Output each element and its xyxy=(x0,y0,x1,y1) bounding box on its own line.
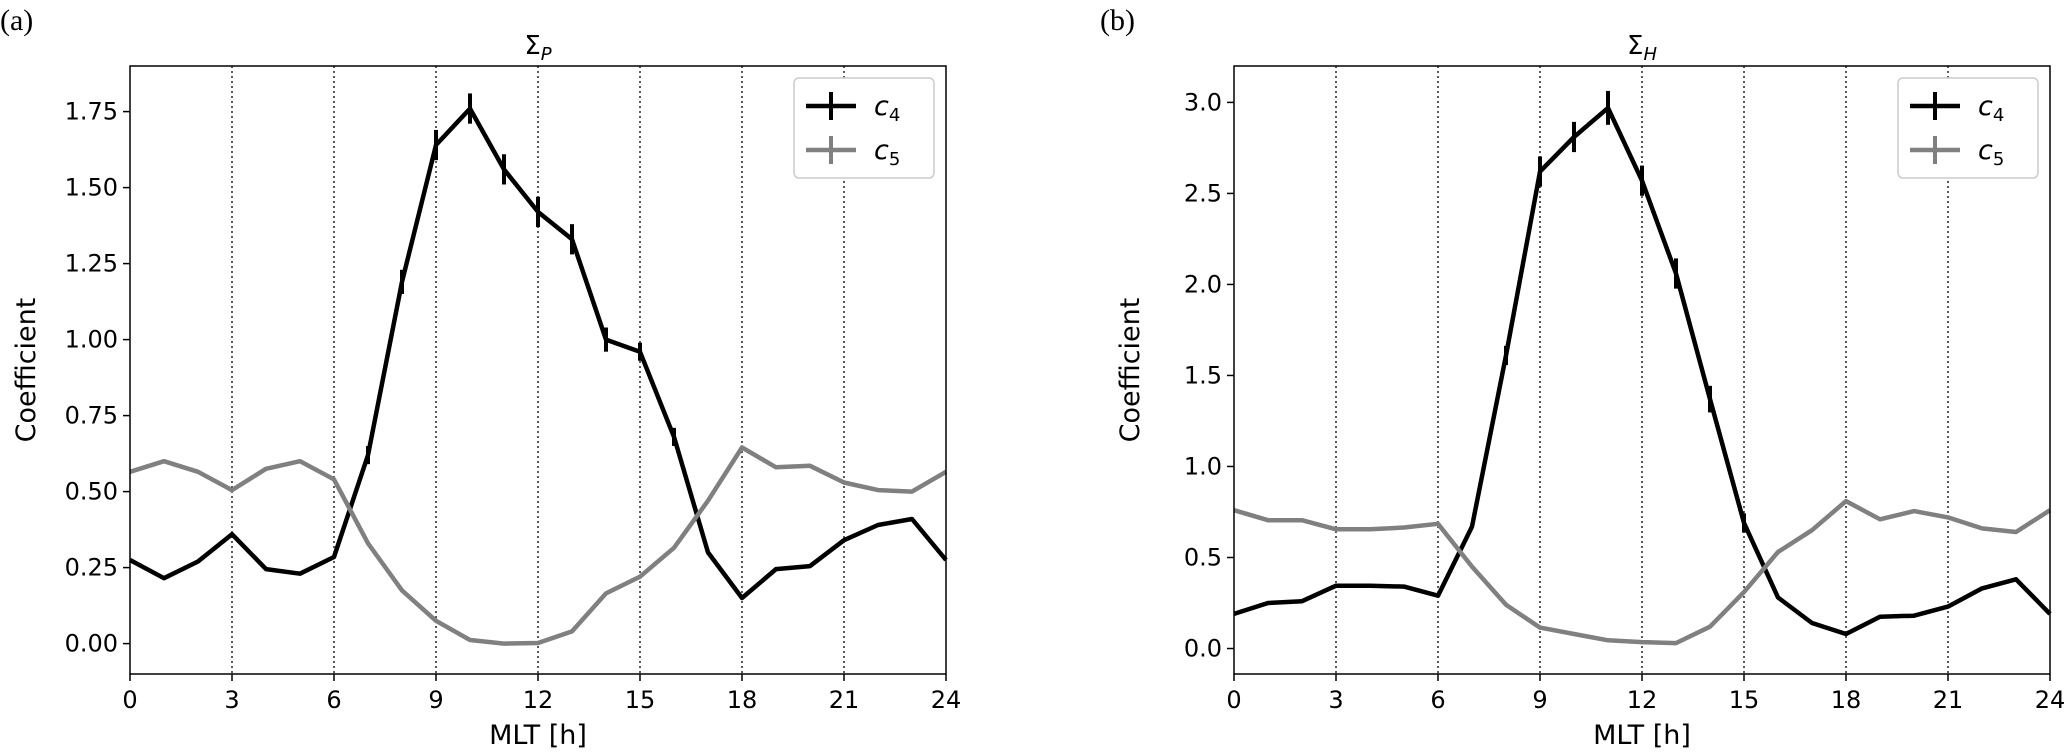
y-tick-label: 1.5 xyxy=(1184,361,1222,389)
x-tick-label: 6 xyxy=(326,686,341,714)
x-axis-label: MLT [h] xyxy=(1593,720,1691,751)
x-axis-label: MLT [h] xyxy=(489,720,587,751)
x-tick-label: 24 xyxy=(2035,686,2066,714)
x-tick-label: 6 xyxy=(1430,686,1445,714)
y-tick-label: 1.00 xyxy=(65,326,118,354)
legend-box xyxy=(793,77,935,179)
x-tick-label: 9 xyxy=(1532,686,1547,714)
y-axis-label: Coefficient xyxy=(11,298,42,443)
y-tick-label: 0.75 xyxy=(65,402,118,430)
y-axis-label: Coefficient xyxy=(1115,298,1146,443)
x-tick-label: 24 xyxy=(931,686,962,714)
x-tick-label: 21 xyxy=(1933,686,1964,714)
x-tick-label: 12 xyxy=(1627,686,1658,714)
x-tick-label: 3 xyxy=(1328,686,1343,714)
x-tick-label: 18 xyxy=(1831,686,1862,714)
x-tick-label: 12 xyxy=(523,686,554,714)
y-tick-label: 1.25 xyxy=(65,250,118,278)
chart-title: ΣH xyxy=(1627,31,1657,65)
y-tick-label: 0.5 xyxy=(1184,543,1222,571)
legend-label: c5 xyxy=(874,135,900,170)
y-tick-label: 1.0 xyxy=(1184,452,1222,480)
panel-label: (b) xyxy=(1100,4,1135,37)
y-tick-label: 0.50 xyxy=(65,478,118,506)
x-tick-label: 3 xyxy=(224,686,239,714)
y-tick-label: 2.5 xyxy=(1184,179,1222,207)
y-tick-label: 3.0 xyxy=(1184,88,1222,116)
panel-label: (a) xyxy=(0,4,33,37)
x-tick-label: 21 xyxy=(829,686,860,714)
chart-title: ΣP xyxy=(524,31,551,65)
y-tick-label: 1.50 xyxy=(65,174,118,202)
panel-b-sigma-h: (b) ΣH 0 3 6 9 12 15 18 21 24 0.0 0.5 1.0 1.5 2.0 2.5 3.0… xyxy=(1100,4,2065,751)
series-line-c5 xyxy=(1233,498,2052,646)
y-tick-label: 0.25 xyxy=(65,554,118,582)
x-tick-label: 18 xyxy=(727,686,758,714)
series-line-c5 xyxy=(129,445,948,646)
x-tick-label: 0 xyxy=(1226,686,1241,714)
x-tick-label: 15 xyxy=(1729,686,1760,714)
x-tick-label: 9 xyxy=(428,686,443,714)
y-tick-label: 0.00 xyxy=(65,630,118,658)
legend-label: c4 xyxy=(874,91,900,126)
x-tick-label: 15 xyxy=(625,686,656,714)
x-tick-label: 0 xyxy=(122,686,137,714)
legend-label: c5 xyxy=(1978,135,2004,170)
y-tick-label: 2.0 xyxy=(1184,270,1222,298)
legend-box xyxy=(1897,77,2039,179)
panel-a-sigma-p: (a) ΣP 0 3 6 9 12 15 18 21 24 0.00 0.25 0.50 0.75 1.00 1… xyxy=(0,4,961,751)
y-tick-label: 1.75 xyxy=(65,98,118,126)
legend-label: c4 xyxy=(1978,91,2004,126)
y-tick-label: 0.0 xyxy=(1184,635,1222,663)
